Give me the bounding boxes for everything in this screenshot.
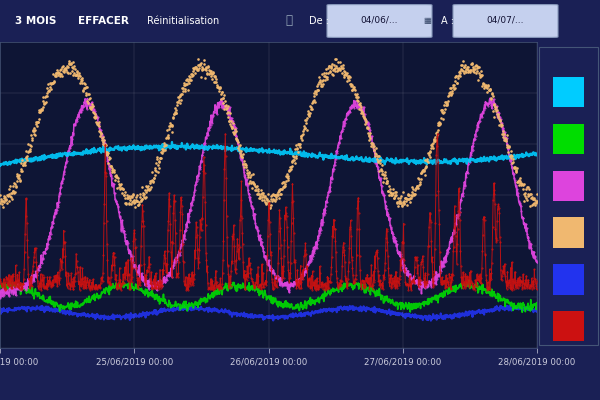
Text: De :: De : bbox=[309, 16, 329, 26]
Text: ▦: ▦ bbox=[423, 16, 431, 25]
Bar bbox=[553, 311, 584, 341]
Text: 3 MOIS: 3 MOIS bbox=[15, 16, 56, 26]
FancyBboxPatch shape bbox=[327, 5, 432, 37]
Bar bbox=[553, 77, 584, 108]
Text: 🗑: 🗑 bbox=[285, 14, 292, 28]
Text: Réinitialisation: Réinitialisation bbox=[147, 16, 219, 26]
Text: A :: A : bbox=[441, 16, 454, 26]
Bar bbox=[553, 217, 584, 248]
FancyBboxPatch shape bbox=[453, 5, 558, 37]
Bar bbox=[553, 124, 584, 154]
Text: 04/07/...: 04/07/... bbox=[487, 16, 524, 25]
Bar bbox=[553, 264, 584, 294]
Bar bbox=[553, 171, 584, 201]
Text: 04/06/...: 04/06/... bbox=[361, 16, 398, 25]
Text: EFFACER: EFFACER bbox=[78, 16, 129, 26]
